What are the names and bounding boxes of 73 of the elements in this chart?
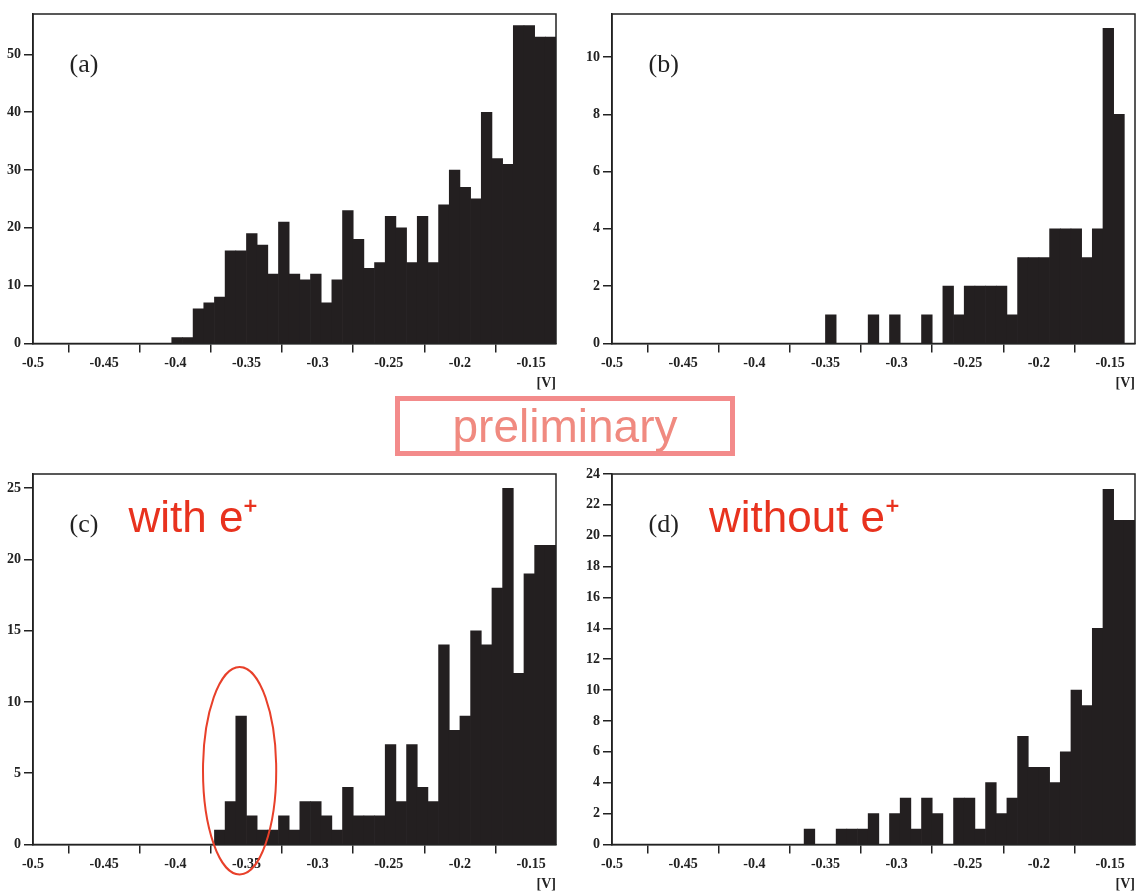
y-tick-label: 6 — [593, 163, 600, 179]
y-tick-label: 30 — [7, 161, 21, 177]
x-tick-label: -0.4 — [164, 856, 187, 872]
text: preliminary — [395, 396, 735, 456]
x-tick-label: -0.4 — [164, 355, 187, 371]
y-tick-label: 4 — [593, 220, 600, 236]
y-tick-label: 18 — [586, 558, 600, 574]
annotation: (b) — [648, 49, 679, 78]
x-axis-title: [V] — [1115, 876, 1135, 892]
y-tick-label: 2 — [593, 805, 600, 821]
y-tick-label: 22 — [586, 496, 600, 512]
x-tick-label: -0.3 — [306, 856, 329, 872]
x-tick-label: -0.25 — [953, 355, 983, 371]
annotation: (c) — [69, 509, 99, 538]
x-tick-label: -0.3 — [885, 856, 908, 872]
x-tick-label: -0.2 — [1027, 355, 1051, 371]
x-tick-label: -0.3 — [885, 355, 908, 371]
y-tick-label: 10 — [586, 681, 600, 697]
y-tick-label: 15 — [7, 622, 21, 638]
annotation: (d) — [648, 509, 679, 538]
x-tick-label: -0.5 — [600, 856, 624, 872]
y-tick-label: 14 — [586, 619, 600, 635]
x-tick-label: -0.15 — [516, 355, 546, 371]
annotation: with e⁺ — [127, 492, 259, 541]
x-tick-label: -0.45 — [89, 856, 119, 872]
annotation: (a) — [69, 49, 99, 78]
annotation: without e⁺ — [707, 492, 901, 541]
x-tick-label: -0.4 — [743, 856, 766, 872]
x-axis-title: [V] — [1115, 375, 1135, 391]
x-tick-label: -0.5 — [600, 355, 624, 371]
x-tick-label: -0.25 — [374, 856, 404, 872]
x-tick-label: -0.35 — [231, 355, 262, 371]
x-axis-title: [V] — [536, 375, 556, 391]
y-tick-label: 20 — [7, 219, 21, 235]
y-tick-label: 2 — [593, 277, 600, 293]
x-tick-label: -0.45 — [89, 355, 119, 371]
x-tick-label: -0.2 — [1027, 856, 1051, 872]
y-tick-label: 40 — [7, 103, 21, 119]
y-tick-label: 5 — [14, 764, 21, 780]
y-tick-label: 4 — [593, 774, 600, 790]
y-tick-label: 12 — [586, 650, 600, 666]
x-tick-label: -0.2 — [448, 856, 472, 872]
x-tick-label: -0.45 — [668, 856, 698, 872]
y-tick-label: 24 — [586, 465, 600, 481]
y-tick-label: 0 — [593, 836, 600, 852]
y-tick-label: 50 — [7, 46, 21, 62]
x-tick-label: -0.25 — [374, 355, 404, 371]
y-tick-label: 0 — [14, 335, 21, 351]
y-tick-label: 0 — [14, 836, 21, 852]
y-tick-label: 10 — [7, 693, 21, 709]
y-tick-label: 10 — [7, 277, 21, 293]
y-tick-label: 6 — [593, 743, 600, 759]
x-tick-label: -0.15 — [1095, 856, 1125, 872]
x-tick-label: -0.15 — [1095, 355, 1125, 371]
x-tick-label: -0.4 — [743, 355, 766, 371]
y-tick-label: 25 — [7, 479, 21, 495]
x-tick-label: -0.35 — [810, 355, 841, 371]
y-tick-label: 20 — [7, 551, 21, 567]
y-tick-label: 16 — [586, 589, 600, 605]
x-tick-label: -0.2 — [448, 355, 472, 371]
y-tick-label: 8 — [593, 105, 600, 121]
y-tick-label: 8 — [593, 712, 600, 728]
x-tick-label: -0.3 — [306, 355, 329, 371]
x-tick-label: -0.45 — [668, 355, 698, 371]
x-tick-label: -0.25 — [953, 856, 983, 872]
y-tick-label: 20 — [586, 527, 600, 543]
y-tick-label: 0 — [593, 335, 600, 351]
x-axis-title: [V] — [536, 876, 556, 892]
x-tick-label: -0.15 — [516, 856, 546, 872]
x-tick-label: -0.5 — [21, 856, 45, 872]
x-tick-label: -0.35 — [810, 856, 841, 872]
x-tick-label: -0.5 — [21, 355, 45, 371]
y-tick-label: 10 — [586, 48, 600, 64]
